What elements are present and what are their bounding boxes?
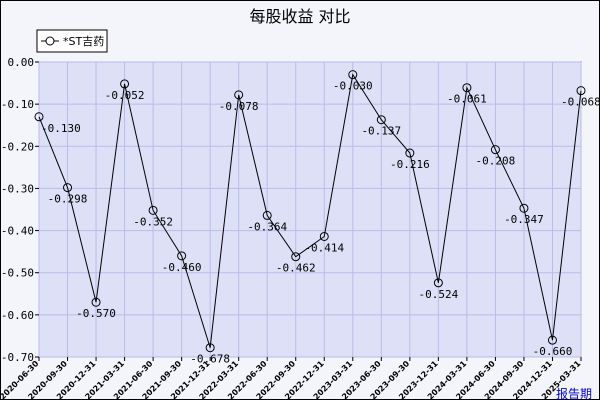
y-axis: 0.00 -0.10 -0.20 -0.30 -0.40 -0.50 -0.60 -0.70 [1,56,39,364]
data-label: -0.414 [304,241,344,254]
data-label: -0.347 [504,213,544,226]
data-label: -0.462 [276,262,316,275]
data-points [34,70,586,353]
legend: *ST吉药 [36,29,108,53]
data-point [148,205,158,215]
x-axis-unit-label: 报告期 [556,386,592,400]
data-point [177,251,187,261]
data-label: -0.137 [361,125,401,138]
y-tick-label: -0.40 [1,225,34,238]
data-label: -0.660 [533,345,573,358]
data-label: -0.208 [476,155,516,168]
y-tick-label: -0.30 [1,182,34,195]
data-label: -0.130 [41,122,81,135]
data-label: -0.570 [76,307,116,320]
data-label: -0.068 [561,96,600,109]
y-tick-label: -0.60 [1,309,34,322]
data-point [262,210,272,220]
data-point [490,145,500,155]
data-point [120,79,130,89]
data-point [63,183,73,193]
x-axis: 2020-06-302020-09-302020-12-312021-03-31… [0,357,583,400]
series-line [38,73,582,348]
data-point [34,112,44,122]
y-tick-label: -0.10 [1,98,34,111]
data-point [319,231,329,241]
data-point [91,297,101,307]
y-tick-label: 0.00 [8,56,35,69]
data-labels: -0.130 -0.298 -0.570 -0.052 -0.352 -0.460 -0.6… [41,80,600,366]
data-point [234,90,244,100]
data-point [519,203,529,213]
y-tick-label: -0.70 [1,351,34,364]
data-point [462,83,472,93]
legend-marker-icon [45,36,55,46]
data-label: -0.061 [447,93,487,106]
data-point [205,343,215,353]
data-label: -0.052 [105,89,145,102]
data-point [547,335,557,345]
legend-box [36,29,108,53]
data-label: -0.352 [133,215,173,228]
data-label: -0.030 [333,80,373,93]
data-label: -0.078 [219,100,259,113]
chart-title: 每股收益 对比 [249,7,351,26]
data-point [433,278,443,288]
data-label: -0.460 [162,261,202,274]
data-label: -0.364 [247,220,287,233]
data-point [576,86,586,96]
data-point [348,70,358,80]
grid [38,61,582,358]
data-point [376,115,386,125]
y-tick-label: -0.20 [1,140,34,153]
data-label: -0.678 [190,353,230,366]
data-point [291,252,301,262]
data-label: -0.524 [418,288,458,301]
data-label: -0.298 [48,193,88,206]
y-tick-label: -0.50 [1,267,34,280]
data-point [405,148,415,158]
data-label: -0.216 [390,158,430,171]
legend-label: *ST吉药 [63,35,104,48]
plot-area [38,61,582,358]
